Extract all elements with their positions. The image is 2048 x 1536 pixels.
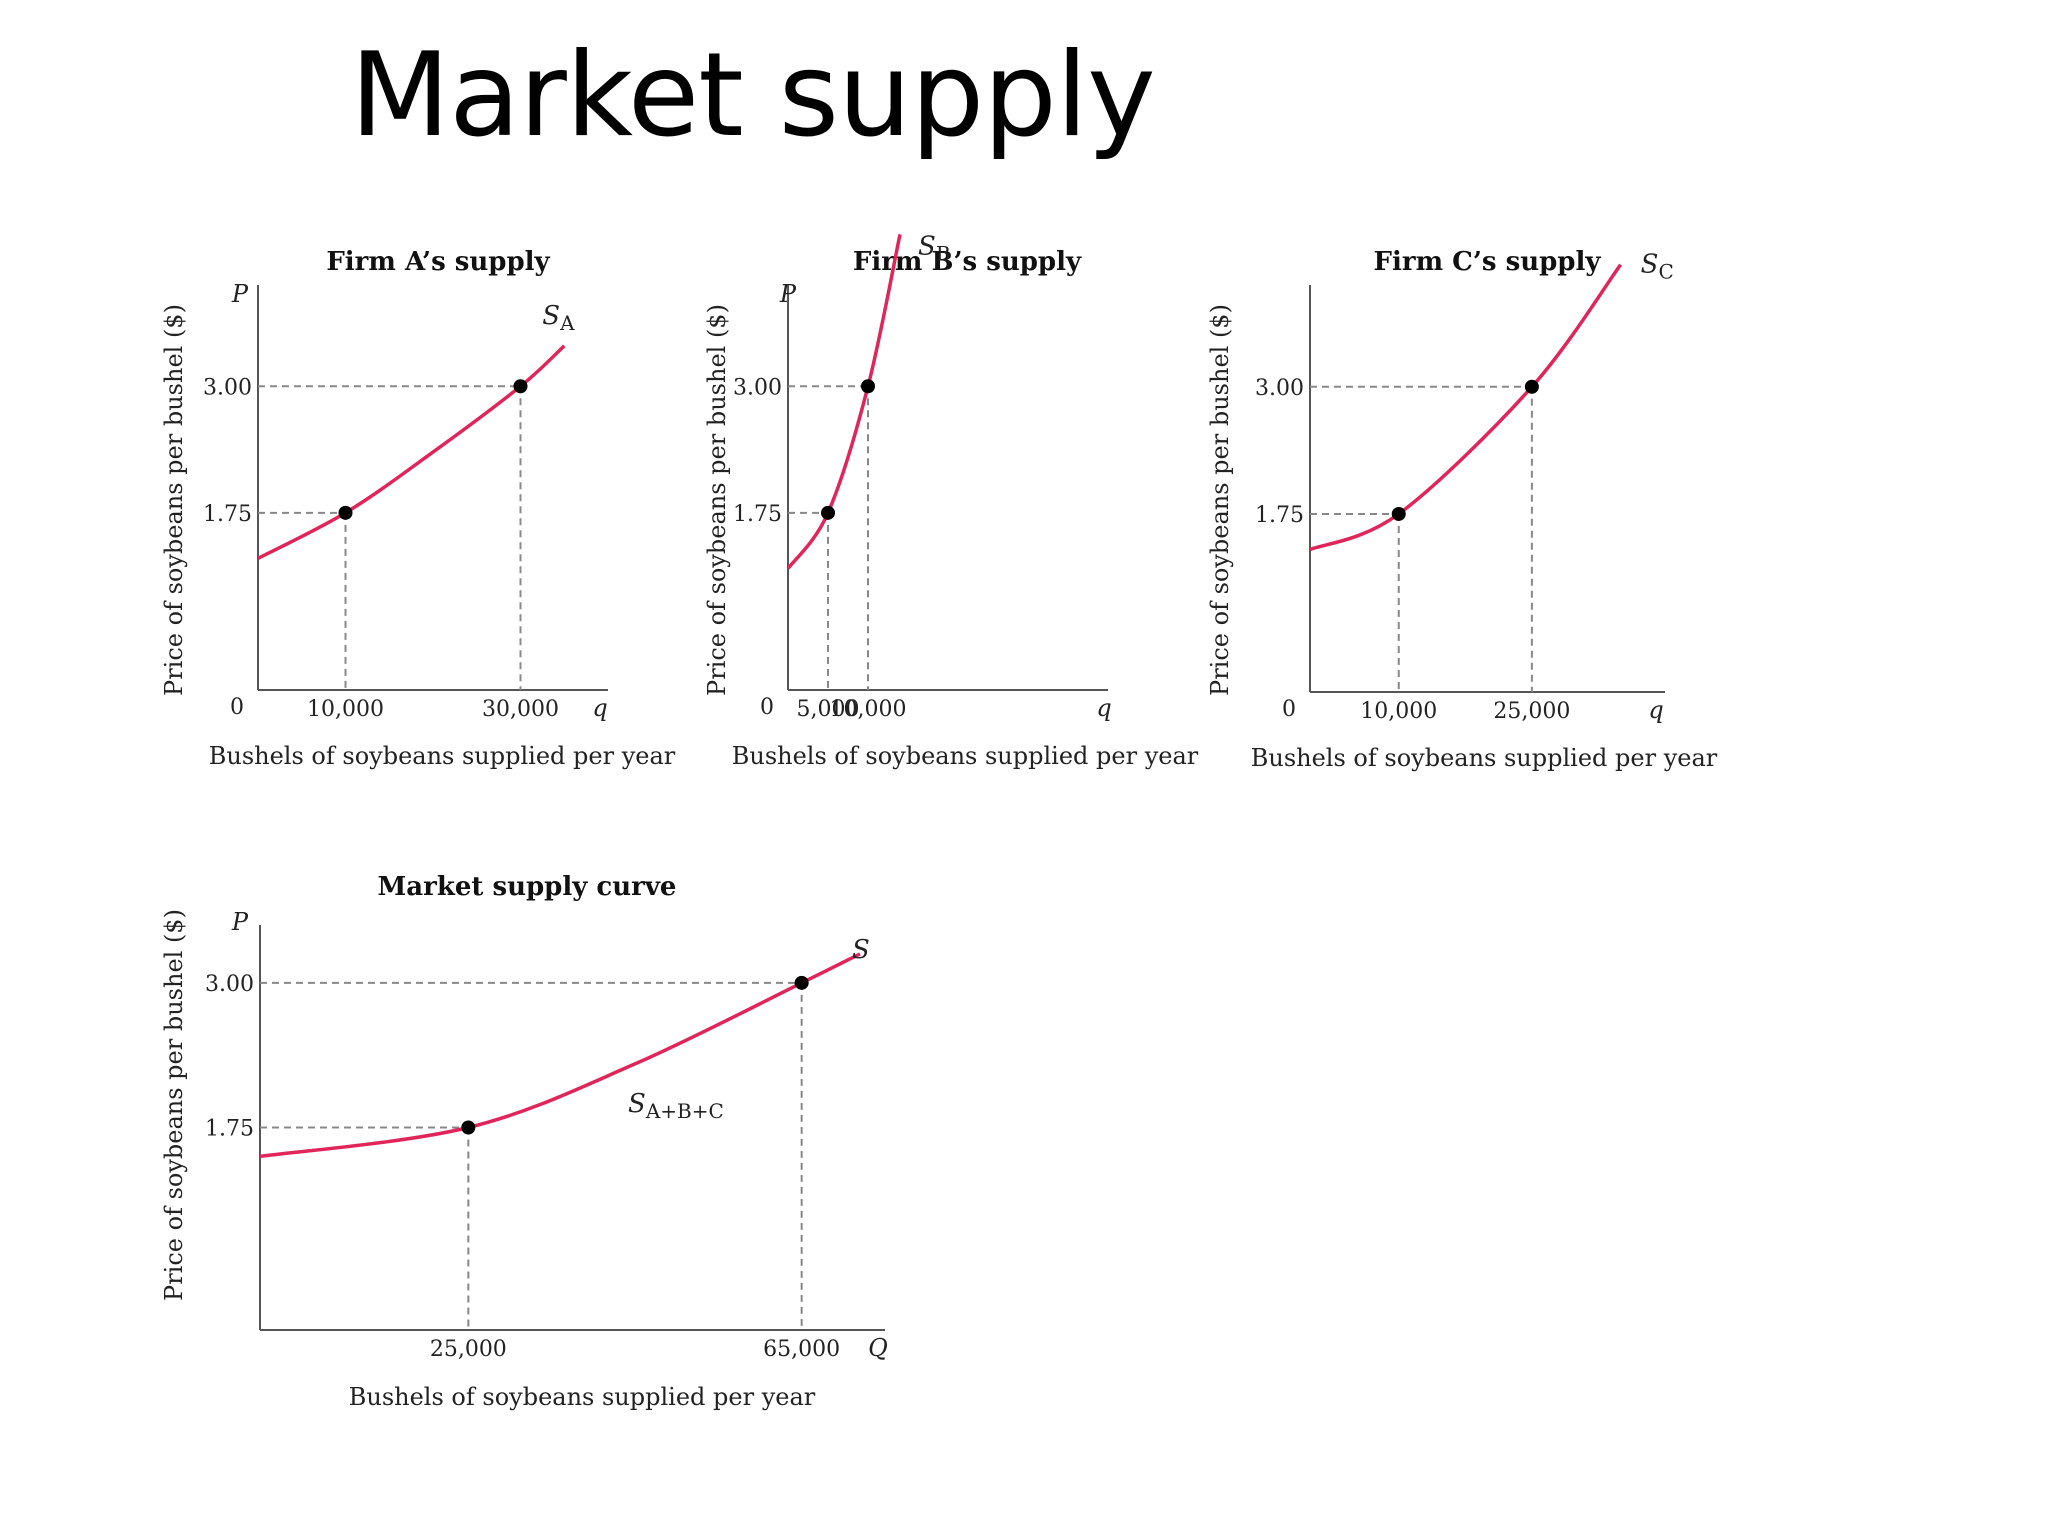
y-tick-label: 1.75 [205,1117,254,1142]
supply-curve [1309,263,1623,552]
x-axis-symbol: q [1096,694,1111,722]
y-axis-symbol: P [779,280,797,308]
origin-label: 0 [760,695,774,720]
data-point [794,975,809,990]
x-axis-symbol: q [1648,696,1663,724]
chart-market-supply: Market supply curve Price of soybeans per… [160,872,888,1411]
data-point [1391,506,1406,521]
x-axis-symbol: Q [868,1334,888,1362]
chart-firm-a: Firm A’s supply Price of soybeans per bus… [160,247,676,770]
data-point [1524,379,1539,394]
x-tick-label: 10,000 [1360,699,1437,724]
x-tick-label: 5,000 [797,697,860,722]
x-tick-label: 30,000 [482,697,559,722]
y-axis-label: Price of soybeans per bushel ($) [160,304,188,696]
slide-title: Market supply [350,28,1156,163]
x-tick-label: 10,000 [830,697,907,722]
x-axis-label: Bushels of soybeans supplied per year [1251,744,1718,772]
chart-title: Market supply curve [378,872,677,902]
x-axis-label: Bushels of soybeans supplied per year [209,742,676,770]
y-axis-label: Price of soybeans per bushel ($) [703,304,731,696]
x-tick-label: 65,000 [763,1337,840,1362]
supply-curve [786,234,902,570]
x-axis-symbol: q [592,694,607,722]
y-tick-label: 3.00 [203,375,252,400]
origin-label: 0 [1282,697,1296,722]
y-tick-label: 3.00 [205,972,254,997]
supply-curve [259,952,861,1159]
y-tick-label: 3.00 [1255,376,1304,401]
chart-title: Firm C’s supply [1374,247,1602,277]
x-tick-label: 25,000 [1493,699,1570,724]
y-tick-label: 3.00 [733,375,782,400]
origin-label: 0 [230,695,244,720]
data-point [461,1120,476,1135]
series-label: SC [1641,250,1674,284]
y-tick-label: 1.75 [733,502,782,527]
series-label-market: S [852,935,870,965]
x-tick-label: 25,000 [430,1337,507,1362]
y-tick-label: 1.75 [203,502,252,527]
series-label: SB [918,231,951,265]
chart-firm-b: Firm B’s supply Price of soybeans per bus… [703,231,1199,770]
data-point [338,505,353,520]
data-point [513,379,528,394]
y-axis-label: Price of soybeans per bushel ($) [1206,304,1234,696]
data-point [861,379,875,394]
series-label-sum: SA+B+C [628,1089,724,1123]
chart-title: Firm B’s supply [853,247,1082,277]
x-axis-label: Bushels of soybeans supplied per year [732,742,1199,770]
x-axis-label: Bushels of soybeans supplied per year [349,1383,816,1411]
chart-title: Firm A’s supply [326,247,550,277]
y-axis-symbol: P [231,908,249,936]
chart-firm-c: Firm C’s supply Price of soybeans per bus… [1206,247,1718,772]
y-axis-label: Price of soybeans per bushel ($) [160,909,188,1301]
y-axis-symbol: P [231,280,249,308]
series-label: SA [542,301,575,335]
y-tick-label: 1.75 [1255,503,1304,528]
supply-curve [257,344,566,560]
data-point [821,505,835,520]
x-tick-label: 10,000 [307,697,384,722]
